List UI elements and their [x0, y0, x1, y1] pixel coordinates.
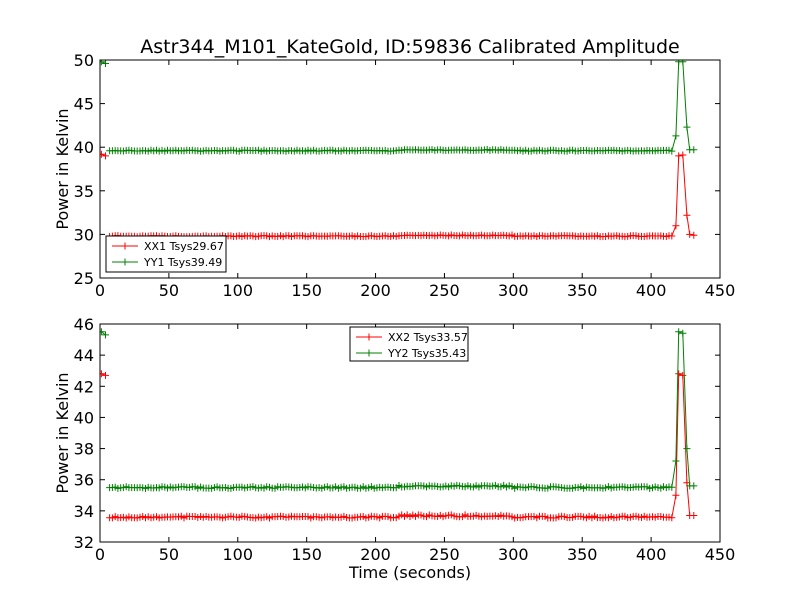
x-tick-label: 250 — [429, 545, 460, 564]
legend-entry-label: YY2 Tsys35.43 — [387, 347, 466, 360]
legend-entry-label: XX1 Tsys29.67 — [144, 240, 224, 253]
legend-entry-label: YY1 Tsys39.49 — [143, 256, 222, 269]
legend-marker — [365, 349, 373, 357]
x-tick-label: 150 — [291, 281, 322, 300]
x-tick-label: 450 — [705, 545, 736, 564]
legend-box — [349, 326, 469, 362]
legend-marker — [121, 242, 129, 250]
legend: XX2 Tsys33.57 YY2 Tsys35.43 — [349, 326, 469, 362]
y-tick-label: 45 — [74, 95, 94, 114]
legend: XX1 Tsys29.67 YY1 Tsys39.49 — [105, 235, 227, 273]
y-axis-label: Power in Kelvin — [53, 108, 72, 229]
x-tick-label: 150 — [291, 545, 322, 564]
x-tick-label: 200 — [360, 545, 391, 564]
y-tick-label: 35 — [74, 182, 94, 201]
x-tick-label: 350 — [567, 545, 598, 564]
axes-frame — [99, 59, 721, 279]
x-tick-label: 250 — [429, 281, 460, 300]
y-tick-label: 30 — [74, 225, 94, 244]
x-axis-label: Time (seconds) — [348, 563, 471, 582]
x-tick-label: 50 — [159, 545, 179, 564]
legend-marker — [121, 258, 129, 266]
figure-title: Astr344_M101_KateGold, ID:59836 Calibrat… — [140, 36, 679, 58]
y-tick-label: 40 — [74, 138, 94, 157]
axes-frame — [99, 323, 721, 543]
series-markers — [106, 328, 698, 492]
x-tick-label: 100 — [223, 545, 254, 564]
chart-panel-1: 0 50 100 150 200 250 300 350 400 450 25 30 35 40 45 50 P… — [53, 51, 735, 300]
x-tick-label: 300 — [498, 545, 529, 564]
series-markers — [100, 150, 109, 160]
y-tick-label: 32 — [74, 533, 94, 552]
chart-panel-2: 0 50 100 150 200 250 300 350 400 450 32 34 36 38 40 42 4… — [53, 315, 735, 582]
series-markers — [106, 370, 698, 522]
y-tick-label: 25 — [74, 269, 94, 288]
x-tick-label: 0 — [95, 545, 105, 564]
legend-entry-label: XX2 Tsys33.57 — [388, 331, 468, 344]
series-markers — [100, 370, 109, 379]
series-markers — [100, 328, 109, 339]
series-yy2 — [100, 328, 698, 492]
y-tick-label: 40 — [74, 408, 94, 427]
y-tick-label: 44 — [74, 346, 94, 365]
series-markers — [106, 60, 698, 155]
y-tick-label: 46 — [74, 315, 94, 334]
x-tick-label: 450 — [705, 281, 736, 300]
x-tick-label: 200 — [360, 281, 391, 300]
x-tick-label: 300 — [498, 281, 529, 300]
series-xx2 — [100, 370, 698, 522]
x-tick-label: 400 — [636, 545, 667, 564]
legend-box — [105, 235, 227, 273]
series-markers — [100, 60, 109, 67]
y-axis-label: Power in Kelvin — [53, 372, 72, 493]
y-tick-label: 36 — [74, 471, 94, 490]
x-tick-label: 350 — [567, 281, 598, 300]
legend-marker — [365, 333, 373, 341]
y-tick-label: 42 — [74, 377, 94, 396]
x-tick-label: 400 — [636, 281, 667, 300]
x-tick-label: 0 — [95, 281, 105, 300]
series-line — [101, 331, 106, 336]
x-tick-label: 50 — [159, 281, 179, 300]
y-tick-label: 50 — [74, 51, 94, 70]
y-tick-label: 34 — [74, 502, 94, 521]
x-tick-label: 100 — [223, 281, 254, 300]
series-yy1 — [100, 60, 698, 155]
y-tick-label: 38 — [74, 440, 94, 459]
